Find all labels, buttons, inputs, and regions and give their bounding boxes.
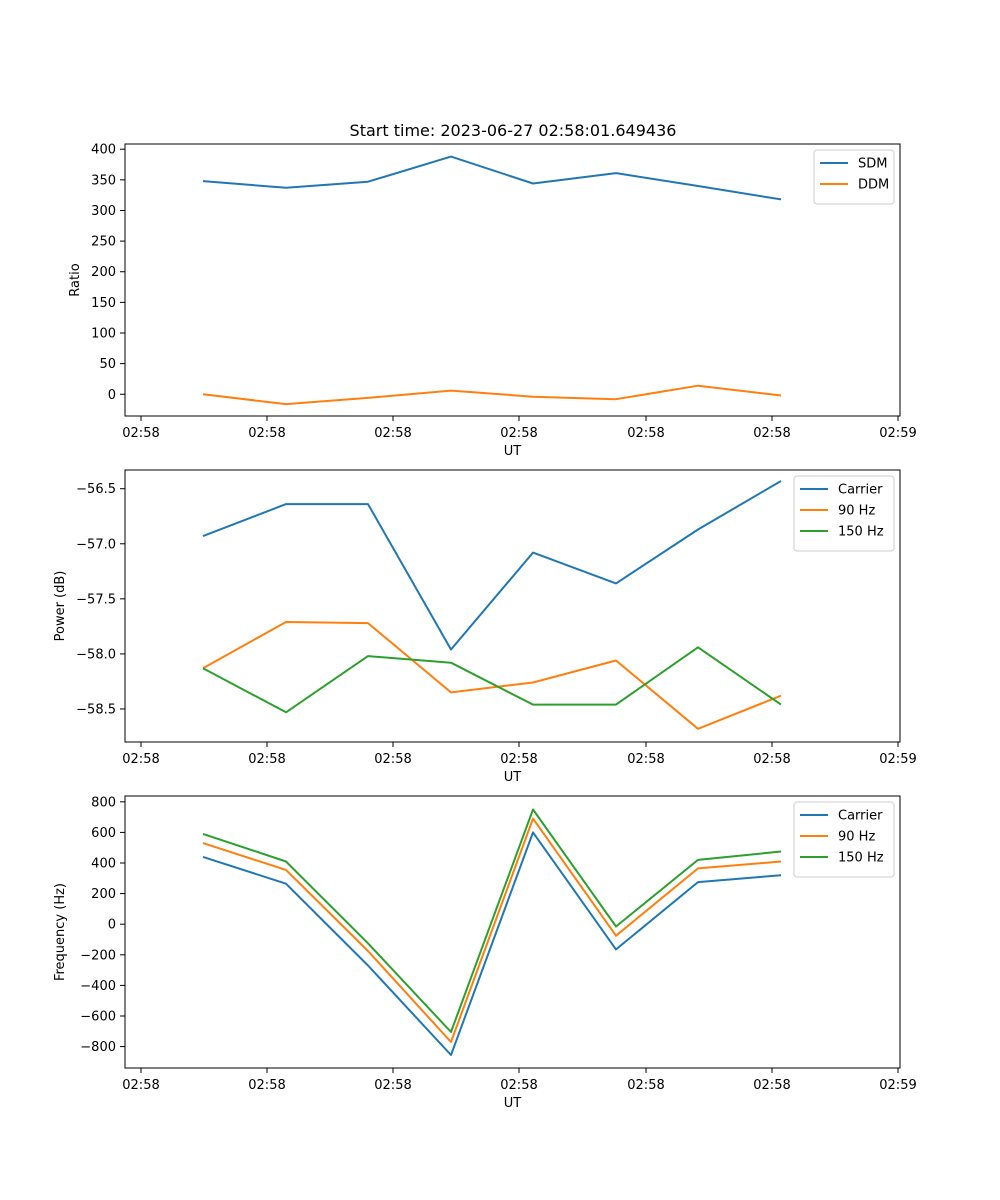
y-tick-label: 150 [91, 296, 116, 311]
x-tick-label: 02:58 [122, 752, 159, 767]
x-tick-label: 02:59 [879, 752, 916, 767]
series-line-sdm [202, 155, 782, 201]
y-tick-label: −58.0 [76, 647, 116, 662]
x-axis-label: UT [504, 1096, 522, 1111]
y-tick-label: 250 [91, 235, 116, 250]
axes-frame [124, 469, 901, 743]
y-axis-label: Ratio [68, 263, 83, 296]
y-tick-label: 200 [91, 265, 116, 280]
legend-entry-label: Carrier [838, 809, 883, 824]
y-tick-label: 50 [99, 357, 116, 372]
legend-entry-label: 150 Hz [838, 851, 884, 866]
y-tick-label: −600 [80, 1009, 116, 1024]
y-tick-label: 200 [91, 887, 116, 902]
y-tick-label: 400 [91, 857, 116, 872]
x-tick-label: 02:59 [879, 1078, 916, 1093]
x-tick-label: 02:58 [374, 752, 411, 767]
chart-panel-3: 02:58 02:58 02:58 02:58 02:58 02:58 02:59 −800 −… [53, 795, 917, 1111]
x-tick-label: 02:58 [753, 426, 790, 441]
y-tick-label: 300 [91, 204, 116, 219]
x-tick-label: 02:58 [374, 1078, 411, 1093]
y-tick-label: 350 [91, 173, 116, 188]
chart-panels: 02:58 02:58 02:58 02:58 02:58 02:58 02:59 0 50 10… [53, 143, 917, 1111]
x-tick-label: 02:58 [500, 1078, 537, 1093]
x-tick-label: 02:58 [627, 752, 664, 767]
series-line-carrier [202, 480, 782, 651]
y-tick-label: 0 [108, 918, 116, 933]
y-tick-label: −56.5 [76, 482, 116, 497]
chart-panel-2: 02:58 02:58 02:58 02:58 02:58 02:58 02:59 −58.5… [53, 469, 917, 785]
x-tick-label: 02:59 [879, 426, 916, 441]
chart-panel-1: 02:58 02:58 02:58 02:58 02:58 02:58 02:59 0 50 10… [68, 143, 917, 459]
figure-title: Start time: 2023-06-27 02:58:01.649436 [350, 121, 677, 140]
x-tick-label: 02:58 [500, 426, 537, 441]
y-tick-label: 800 [91, 795, 116, 810]
legend: SDM DDM [813, 149, 895, 205]
y-tick-label: −800 [80, 1040, 116, 1055]
legend-entry-label: Carrier [838, 483, 883, 498]
x-tick-label: 02:58 [753, 752, 790, 767]
y-tick-label: 0 [108, 388, 116, 403]
x-tick-label: 02:58 [248, 752, 285, 767]
y-tick-label: 100 [91, 326, 116, 341]
legend: Carrier 90 Hz 150 Hz [793, 475, 895, 552]
legend-entry-label: 90 Hz [838, 504, 875, 519]
y-axis-label: Power (dB) [53, 571, 68, 642]
series-line-90-hz [202, 621, 782, 730]
x-tick-label: 02:58 [500, 752, 537, 767]
series-line-ddm [202, 384, 782, 406]
x-tick-label: 02:58 [627, 426, 664, 441]
series-line-90-hz [202, 817, 782, 1043]
y-tick-label: −57.5 [76, 592, 116, 607]
y-tick-label: −58.5 [76, 702, 116, 717]
x-tick-label: 02:58 [122, 426, 159, 441]
series-line-carrier [202, 831, 782, 1056]
legend-box [793, 801, 895, 878]
legend-entry-label: DDM [858, 178, 889, 193]
legend-entry-label: 90 Hz [838, 830, 875, 845]
axes-frame [124, 143, 901, 417]
series-line-150-hz [202, 646, 782, 714]
y-tick-label: 400 [91, 143, 116, 158]
x-tick-label: 02:58 [753, 1078, 790, 1093]
y-tick-label: −57.0 [76, 537, 116, 552]
axes-frame [124, 795, 901, 1069]
legend-box [793, 475, 895, 552]
series-line-150-hz [202, 808, 782, 1033]
x-tick-label: 02:58 [248, 1078, 285, 1093]
x-axis-label: UT [504, 444, 522, 459]
x-tick-label: 02:58 [122, 1078, 159, 1093]
x-tick-label: 02:58 [374, 426, 411, 441]
y-tick-label: −200 [80, 948, 116, 963]
x-axis-label: UT [504, 770, 522, 785]
legend-entry-label: 150 Hz [838, 525, 884, 540]
x-tick-label: 02:58 [248, 426, 285, 441]
legend: Carrier 90 Hz 150 Hz [793, 801, 895, 878]
legend-entry-label: SDM [858, 157, 887, 172]
y-tick-label: −400 [80, 979, 116, 994]
x-tick-label: 02:58 [627, 1078, 664, 1093]
y-tick-label: 600 [91, 826, 116, 841]
y-axis-label: Frequency (Hz) [53, 883, 68, 981]
